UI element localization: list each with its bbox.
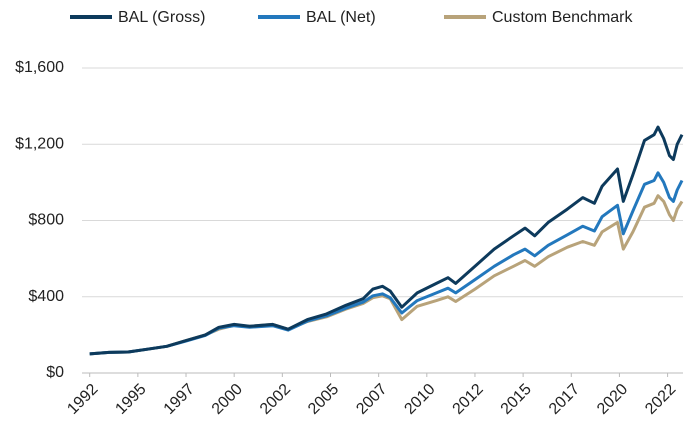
series-line xyxy=(89,194,684,356)
series-line xyxy=(89,171,684,356)
x-tick-label: 1992 xyxy=(64,381,101,418)
x-tick-label: 1995 xyxy=(112,381,149,418)
x-tick-label: 2010 xyxy=(401,381,438,418)
x-tick-label: 2020 xyxy=(594,381,631,418)
legend-label: BAL (Net) xyxy=(306,9,376,26)
legend-label: BAL (Gross) xyxy=(118,9,205,26)
x-tick-label: 2022 xyxy=(642,381,679,418)
x-tick-label: 2012 xyxy=(450,381,487,418)
x-tick-label: 2017 xyxy=(546,381,583,418)
x-tick-label: 2007 xyxy=(353,381,390,418)
y-tick-label: $1,200 xyxy=(15,135,64,152)
y-tick-label: $1,600 xyxy=(15,59,64,76)
x-tick-label: 2015 xyxy=(498,381,535,418)
x-tick-label: 2000 xyxy=(209,381,246,418)
x-tick-label: 2002 xyxy=(257,381,294,418)
legend-label: Custom Benchmark xyxy=(492,9,633,26)
series-line xyxy=(89,125,684,356)
x-tick-label: 2005 xyxy=(305,381,342,418)
y-tick-label: $800 xyxy=(28,212,64,229)
y-tick-label: $0 xyxy=(46,364,64,381)
y-tick-label: $400 xyxy=(28,288,64,305)
x-tick-label: 1997 xyxy=(161,381,198,418)
